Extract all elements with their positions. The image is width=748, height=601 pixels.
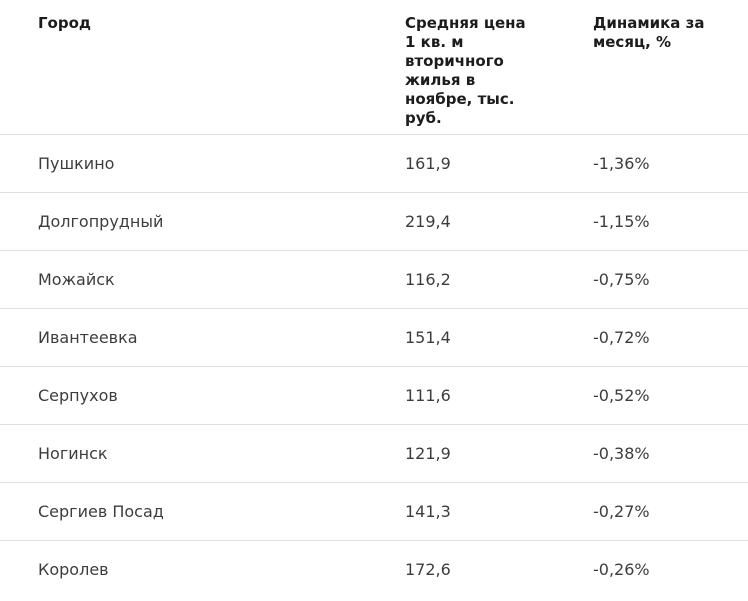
city-cell: Ногинск xyxy=(38,444,108,463)
dynamics-cell: -1,15% xyxy=(593,212,650,231)
table-row: Пушкино 161,9 -1,36% xyxy=(0,134,748,192)
table-body: Пушкино 161,9 -1,36% Долгопрудный 219,4 … xyxy=(0,134,748,598)
table-row: Ивантеевка 151,4 -0,72% xyxy=(0,308,748,366)
table-row: Можайск 116,2 -0,75% xyxy=(0,250,748,308)
table-row: Ногинск 121,9 -0,38% xyxy=(0,424,748,482)
city-cell: Долгопрудный xyxy=(38,212,164,231)
table-row: Королев 172,6 -0,26% xyxy=(0,540,748,598)
city-cell: Серпухов xyxy=(38,386,118,405)
column-header-dynamics: Динамика за месяц, % xyxy=(593,14,705,51)
city-cell: Можайск xyxy=(38,270,115,289)
price-cell: 161,9 xyxy=(405,154,451,173)
city-cell: Ивантеевка xyxy=(38,328,138,347)
column-header-price: Средняя цена 1 кв. м вторичного жилья в … xyxy=(405,14,526,127)
table-header-row: Город Средняя цена 1 кв. м вторичного жи… xyxy=(0,0,748,134)
column-header-city: Город xyxy=(38,14,92,32)
price-cell: 172,6 xyxy=(405,560,451,579)
city-cell: Королев xyxy=(38,560,109,579)
table-row: Сергиев Посад 141,3 -0,27% xyxy=(0,482,748,540)
dynamics-cell: -0,26% xyxy=(593,560,650,579)
price-cell: 151,4 xyxy=(405,328,451,347)
city-cell: Сергиев Посад xyxy=(38,502,164,521)
city-cell: Пушкино xyxy=(38,154,115,173)
dynamics-cell: -0,72% xyxy=(593,328,650,347)
price-cell: 121,9 xyxy=(405,444,451,463)
price-cell: 141,3 xyxy=(405,502,451,521)
dynamics-cell: -0,27% xyxy=(593,502,650,521)
price-cell: 219,4 xyxy=(405,212,451,231)
table-row: Серпухов 111,6 -0,52% xyxy=(0,366,748,424)
dynamics-cell: -0,75% xyxy=(593,270,650,289)
table-row: Долгопрудный 219,4 -1,15% xyxy=(0,192,748,250)
dynamics-cell: -0,52% xyxy=(593,386,650,405)
price-cell: 116,2 xyxy=(405,270,451,289)
dynamics-cell: -1,36% xyxy=(593,154,650,173)
price-cell: 111,6 xyxy=(405,386,451,405)
dynamics-cell: -0,38% xyxy=(593,444,650,463)
